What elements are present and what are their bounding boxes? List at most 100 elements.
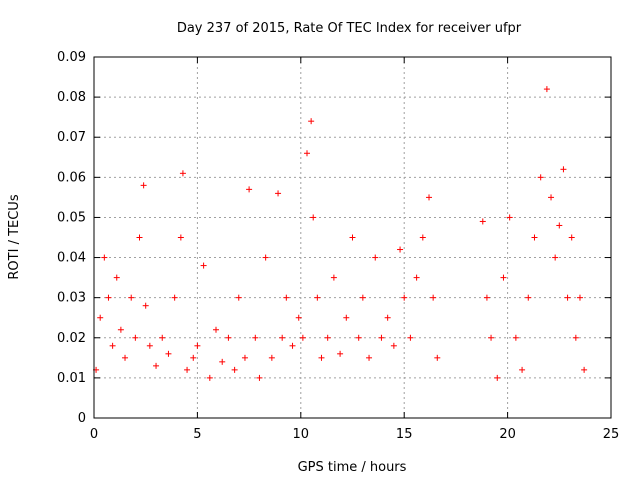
data-point	[200, 262, 207, 269]
data-point	[184, 366, 191, 373]
y-tick-label: 0.02	[57, 331, 86, 346]
data-point	[500, 274, 507, 281]
data-point	[231, 366, 238, 373]
data-point	[330, 274, 337, 281]
data-point	[279, 334, 286, 341]
data-point	[413, 274, 420, 281]
data-point	[397, 246, 404, 253]
data-point	[171, 294, 178, 301]
data-point	[225, 334, 232, 341]
data-point	[190, 354, 197, 361]
data-point	[407, 334, 414, 341]
data-point	[310, 214, 317, 221]
data-point	[556, 222, 563, 229]
data-point	[581, 366, 588, 373]
data-point	[262, 254, 269, 261]
y-tick-label: 0.03	[57, 291, 86, 306]
data-point	[324, 334, 331, 341]
data-point	[252, 334, 259, 341]
data-point	[132, 334, 139, 341]
x-tick-label: 20	[499, 427, 516, 442]
y-tick-label: 0.05	[57, 210, 86, 225]
data-point	[488, 334, 495, 341]
x-tick-label: 5	[193, 427, 201, 442]
x-tick-label: 10	[293, 427, 310, 442]
data-point	[142, 302, 149, 309]
data-point	[140, 182, 147, 189]
data-point	[153, 362, 160, 369]
data-point	[275, 190, 282, 197]
x-tick-label: 25	[603, 427, 620, 442]
data-point	[194, 342, 201, 349]
data-point	[548, 194, 555, 201]
data-point	[268, 354, 275, 361]
data-point	[295, 314, 302, 321]
data-point	[101, 254, 108, 261]
data-point	[213, 326, 220, 333]
data-point	[349, 234, 356, 241]
data-point	[256, 374, 263, 381]
y-tick-label: 0.09	[57, 50, 86, 65]
data-point	[122, 354, 129, 361]
data-point	[113, 274, 120, 281]
data-point	[560, 166, 567, 173]
data-point	[512, 334, 519, 341]
data-point	[289, 342, 296, 349]
data-point	[372, 254, 379, 261]
data-point	[318, 354, 325, 361]
data-point	[378, 334, 385, 341]
data-point	[219, 358, 226, 365]
data-point	[384, 314, 391, 321]
data-point	[519, 366, 526, 373]
y-tick-label: 0.06	[57, 170, 86, 185]
data-point	[572, 334, 579, 341]
data-point	[136, 234, 143, 241]
data-point	[304, 150, 311, 157]
data-point	[568, 234, 575, 241]
data-point	[430, 294, 437, 301]
plot-frame	[93, 56, 612, 419]
axis-ticks: 0 0.01 0.02 0.03 0.04 0.05 0.06 0.07 0.08 0.09 0 5 1…	[57, 50, 619, 442]
data-point	[390, 342, 397, 349]
data-point	[206, 374, 213, 381]
data-point	[159, 334, 166, 341]
data-points	[93, 86, 588, 381]
data-point	[109, 342, 116, 349]
data-point	[308, 118, 315, 125]
chart-title: Day 237 of 2015, Rate Of TEC Index for r…	[177, 21, 522, 36]
data-point	[128, 294, 135, 301]
data-point	[564, 294, 571, 301]
y-axis-label: ROTI / TECUs	[7, 194, 22, 279]
y-tick-label: 0.07	[57, 130, 86, 145]
data-point	[525, 294, 532, 301]
data-point	[543, 86, 550, 93]
data-point	[494, 374, 501, 381]
x-tick-label: 15	[396, 427, 413, 442]
y-tick-label: 0	[78, 411, 86, 426]
grid	[94, 57, 611, 418]
data-point	[426, 194, 433, 201]
data-point	[576, 294, 583, 301]
data-point	[479, 218, 486, 225]
y-tick-label: 0.08	[57, 90, 86, 105]
data-point	[366, 354, 373, 361]
data-point	[483, 294, 490, 301]
data-point	[299, 334, 306, 341]
data-point	[117, 326, 124, 333]
data-point	[105, 294, 112, 301]
data-point	[283, 294, 290, 301]
data-point	[506, 214, 513, 221]
data-point	[355, 334, 362, 341]
y-tick-label: 0.01	[57, 371, 86, 386]
data-point	[419, 234, 426, 241]
data-point	[434, 354, 441, 361]
data-point	[337, 350, 344, 357]
data-point	[165, 350, 172, 357]
data-point	[177, 234, 184, 241]
data-point	[401, 294, 408, 301]
data-point	[241, 354, 248, 361]
data-point	[146, 342, 153, 349]
data-point	[552, 254, 559, 261]
x-axis-label: GPS time / hours	[298, 460, 407, 475]
